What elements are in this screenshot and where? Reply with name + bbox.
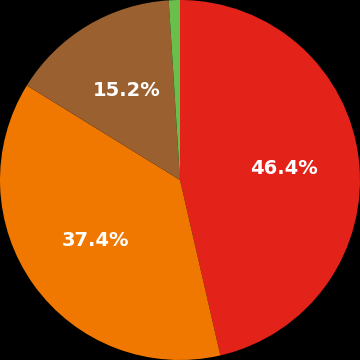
Wedge shape [169,0,180,180]
Text: 15.2%: 15.2% [93,81,160,100]
Text: 46.4%: 46.4% [250,159,318,178]
Wedge shape [180,0,360,355]
Text: 37.4%: 37.4% [62,231,129,250]
Wedge shape [27,0,180,180]
Wedge shape [0,85,220,360]
